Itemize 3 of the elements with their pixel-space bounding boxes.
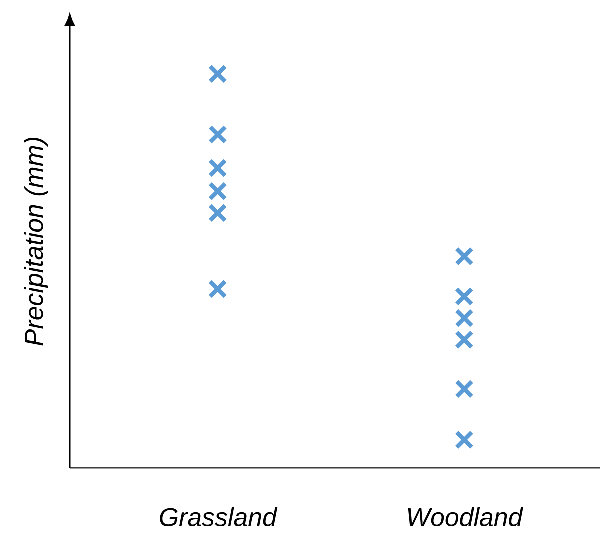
x-tick-label: Woodland: [408, 508, 524, 527]
x-tick-label: Grassland: [160, 508, 278, 527]
y-axis-title: Precipitation (mm): [24, 138, 48, 346]
